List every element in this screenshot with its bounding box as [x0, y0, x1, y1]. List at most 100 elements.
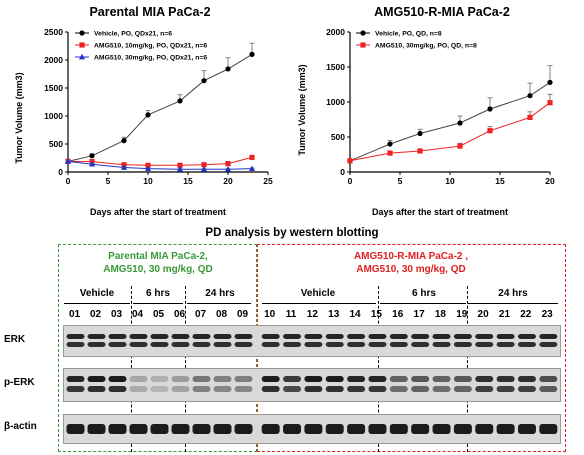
data-point — [527, 93, 533, 99]
group-line — [133, 303, 183, 304]
legend-marker — [79, 30, 85, 36]
parental-heading-line: AMG510, 30 mg/kg, QD — [103, 264, 213, 275]
lane-number: 01 — [68, 309, 81, 320]
blot-label-actin: β-actin — [4, 421, 37, 432]
blot-band — [539, 386, 558, 392]
parental-heading: Parental MIA PaCa-2, AMG510, 30 mg/kg, Q… — [60, 250, 256, 276]
blot-band — [389, 424, 408, 434]
blot-band — [347, 342, 366, 347]
data-point — [249, 165, 255, 172]
lane-number: 20 — [477, 309, 489, 320]
data-point — [417, 130, 423, 137]
blot-band — [283, 334, 302, 339]
lane-number: 13 — [328, 309, 340, 320]
blot-band — [389, 376, 408, 382]
blot-band — [213, 342, 232, 347]
lane-number: 18 — [434, 309, 446, 320]
y-tick-label: 1000 — [44, 111, 63, 121]
blot-band — [283, 342, 302, 347]
blot-band — [368, 424, 387, 434]
blot-band — [108, 386, 127, 392]
blot-band — [150, 334, 169, 339]
y-tick-label: 500 — [331, 132, 345, 142]
blot-band — [453, 386, 472, 392]
y-tick-label: 1000 — [326, 97, 345, 107]
blot-band — [496, 376, 515, 382]
data-point — [177, 162, 183, 168]
blot-band — [129, 334, 148, 339]
blot-band — [192, 386, 211, 392]
x-tick-label: 20 — [545, 176, 555, 186]
data-point — [527, 114, 533, 120]
data-point — [225, 66, 231, 72]
blot-band — [234, 334, 253, 339]
data-point — [177, 98, 183, 104]
lane-number: 19 — [456, 309, 468, 320]
chart-title: AMG510-R-MIA PaCa-2 — [374, 5, 510, 19]
resistant-heading-line: AMG510, 30 mg/kg, QD — [356, 264, 466, 275]
lane-number: 17 — [413, 309, 425, 320]
x-tick-label: 20 — [223, 176, 233, 186]
group-line — [64, 303, 130, 304]
y-tick-label: 1500 — [326, 62, 345, 72]
data-point — [201, 166, 207, 172]
lane-number: 14 — [349, 309, 361, 320]
blot-band — [517, 342, 536, 347]
blot-band — [192, 376, 211, 382]
data-point — [487, 106, 493, 112]
blot-band — [389, 342, 408, 347]
blot-band — [411, 386, 430, 392]
y-tick-label: 500 — [49, 139, 63, 149]
blot-band — [475, 376, 494, 382]
blot-band — [150, 342, 169, 347]
blot-band — [66, 342, 85, 347]
blot-band — [539, 424, 558, 434]
blot-band — [171, 334, 190, 339]
blot-band — [66, 424, 85, 434]
x-axis-label: Days after the start of treatment — [372, 207, 508, 217]
blot-band — [192, 424, 211, 434]
x-tick-label: 10 — [445, 176, 455, 186]
data-point — [121, 138, 127, 144]
blot-band — [283, 386, 302, 392]
data-point — [89, 160, 95, 167]
blot-band — [304, 342, 323, 347]
blot-band — [453, 342, 472, 347]
blot-band — [517, 334, 536, 339]
lane-number: 10 — [264, 309, 276, 320]
lane-number: 15 — [370, 309, 382, 320]
blot-band — [496, 386, 515, 392]
lane-number: 06 — [173, 309, 186, 320]
group-label-6h: 6 hrs — [412, 288, 436, 299]
lane-numbers-resistant: 10 11 12 13 14 15 16 17 18 19 20 21 22 23 — [259, 309, 558, 320]
data-point — [201, 162, 207, 168]
data-point — [547, 79, 553, 85]
data-point — [547, 100, 553, 106]
blot-band — [368, 342, 387, 347]
data-point — [249, 51, 255, 58]
blot-band — [325, 424, 344, 434]
lane-number: 07 — [194, 309, 207, 320]
x-axis-label: Days after the start of treatment — [90, 207, 226, 217]
blot-band — [517, 424, 536, 434]
blot-band — [87, 386, 106, 392]
group-line — [187, 303, 251, 304]
x-tick-label: 5 — [398, 176, 403, 186]
blot-band — [325, 342, 344, 347]
x-tick-label: 15 — [183, 176, 193, 186]
blot-band — [150, 424, 169, 434]
blot-band — [368, 334, 387, 339]
legend-entry: Vehicle, PO, QDx21, n=6 — [94, 31, 172, 38]
blot-band — [234, 376, 253, 382]
blot-band — [150, 376, 169, 382]
series-line — [67, 53, 253, 162]
blot-band — [171, 376, 190, 382]
data-point — [387, 141, 393, 147]
lane-number: 23 — [541, 309, 553, 320]
group-label-6h: 6 hrs — [146, 288, 170, 299]
blot-band — [234, 342, 253, 347]
blot-band — [432, 342, 451, 347]
blot-label-perk: p-ERK — [4, 377, 35, 388]
lane-number: 09 — [236, 309, 249, 320]
blot-band — [325, 376, 344, 382]
